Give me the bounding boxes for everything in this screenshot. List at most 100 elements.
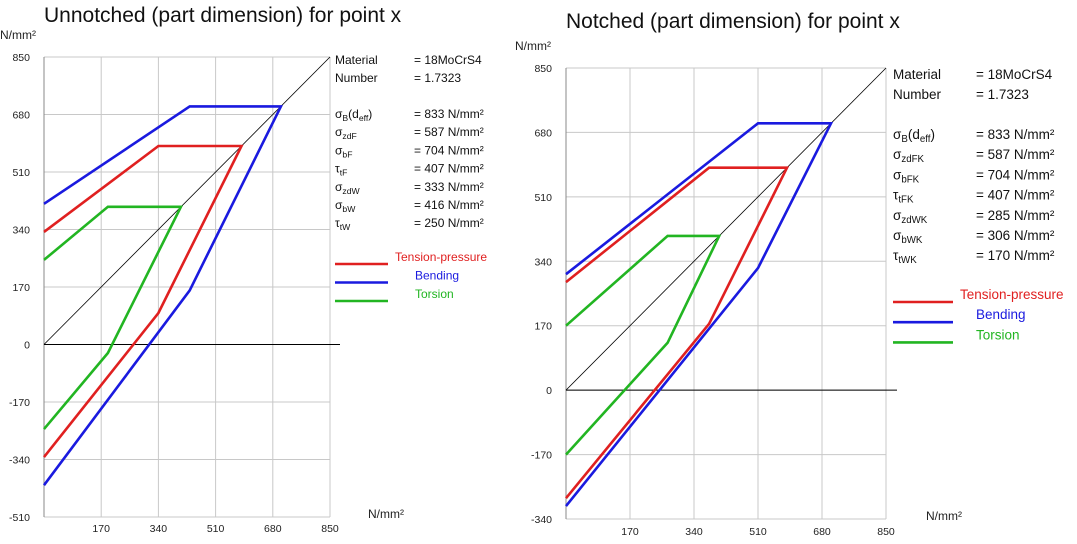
stress-symbol: σzdWK [893,208,928,226]
x-tick-label: 510 [749,526,767,538]
symbol-subscript: tF [340,168,348,178]
series-line-tension [42,144,244,458]
symbol-char: σ [335,125,343,139]
legend-label-torsion: Torsion [976,327,1020,342]
stress-value: = 833 N/mm² [976,127,1055,142]
symbol-subscript: bFK [901,174,919,185]
stress-value: = 250 N/mm² [414,216,484,230]
symbol-char: σ [893,127,902,142]
x-tick-label: 850 [321,523,339,535]
x-tick-label: 170 [92,523,110,535]
diagonal-reference-line [565,67,887,391]
y-tick-label: 170 [534,321,552,333]
symbol-subscript: tWK [898,255,917,266]
symbol-char: σ [335,143,343,157]
series-line-bending [564,122,834,507]
number-value: = 1.7323 [414,71,461,85]
symbol-subscript: B [342,113,348,123]
stress-symbol: σzdFK [893,147,925,165]
stress-symbol: σbWK [893,228,923,246]
x-tick-label: 680 [264,523,282,535]
x-tick-label: 850 [877,526,895,538]
symbol-char: τ [335,216,340,230]
x-tick-label: 340 [685,526,703,538]
stress-symbol: σB(deff) [335,107,372,123]
symbol-subscript: zdW [342,186,360,196]
symbol-char: σ [335,180,343,194]
series-line-bending [42,105,283,486]
diagonal-reference-line [43,56,331,345]
series-line-torsion [565,234,722,456]
x-axis-unit-label: N/mm² [926,509,962,523]
symbol-char: σ [893,147,902,162]
number-value: = 1.7323 [976,87,1029,102]
stress-symbol: τtWK [893,248,917,266]
x-tick-label: 170 [621,526,639,538]
symbol-char: σ [335,107,343,121]
stress-value: = 306 N/mm² [976,228,1055,243]
x-axis-unit-label: N/mm² [368,507,404,521]
y-tick-label: 340 [534,256,552,268]
number-label: Number [335,71,378,85]
stress-symbol: σzdF [335,125,357,141]
stress-symbol: σzdW [335,180,361,196]
x-tick-label: 510 [207,523,225,535]
stress-value: = 333 N/mm² [414,180,484,194]
symbol-subscript: tFK [898,195,914,206]
symbol-suffix: (d [348,107,359,121]
y-tick-label: 680 [534,127,552,139]
stress-value: = 704 N/mm² [976,167,1055,182]
symbol-char: τ [335,162,340,176]
stress-value: = 587 N/mm² [976,147,1055,162]
legend-label-tension: Tension-pressure [395,250,487,264]
symbol-subscript: zdWK [901,215,927,226]
y-tick-label: -340 [9,455,30,467]
symbol-subscript: B [901,134,907,145]
series-line-tension [564,166,790,500]
y-tick-label: 510 [534,192,552,204]
symbol-subscript: zdF [342,131,356,141]
symbol-char: σ [893,208,902,223]
stress-value: = 704 N/mm² [414,143,484,157]
material-value: = 18MoCrS4 [414,53,482,67]
y-tick-label: 0 [546,385,552,397]
symbol-subscript-2: eff [359,113,369,123]
legend-label-tension: Tension-pressure [960,287,1064,302]
chart-title: Notched (part dimension) for point x [566,10,900,33]
unnotched-chart: Unnotched (part dimension) for point x 85… [0,4,487,535]
stress-symbol: τtFK [893,188,914,206]
stress-value: = 587 N/mm² [414,125,484,139]
stress-symbol: σB(deff) [893,127,935,145]
material-label: Material [893,67,941,82]
stress-symbol: τtF [335,162,347,178]
stress-symbol: τtW [335,216,351,232]
symbol-char: σ [335,198,343,212]
y-tick-label: -170 [9,397,30,409]
stress-value: = 285 N/mm² [976,208,1055,223]
y-tick-label: 850 [534,63,552,75]
symbol-subscript: tW [340,222,351,232]
y-tick-label: 340 [12,225,30,237]
y-axis-unit-label: N/mm² [0,28,36,42]
y-axis-unit-label: N/mm² [515,39,551,53]
symbol-subscript: zdFK [901,154,924,165]
material-value: = 18MoCrS4 [976,67,1053,82]
material-label: Material [335,53,378,67]
stress-value: = 407 N/mm² [414,162,484,176]
stress-symbol: σbW [335,198,356,214]
symbol-char: τ [893,248,899,263]
symbol-char: σ [893,167,902,182]
symbol-close: ) [368,107,372,121]
y-tick-label: 850 [12,52,30,64]
stress-symbol: σbF [335,143,352,159]
legend-label-bending: Bending [976,307,1026,322]
stress-value: = 833 N/mm² [414,107,484,121]
symbol-subscript: bW [342,204,356,214]
symbol-suffix: (d [908,127,920,142]
y-tick-label: -510 [9,512,30,524]
symbol-subscript: bWK [901,235,923,246]
symbol-subscript: bF [342,149,352,159]
stress-value: = 407 N/mm² [976,188,1055,203]
symbol-char: σ [893,228,902,243]
y-tick-label: 680 [12,110,30,122]
